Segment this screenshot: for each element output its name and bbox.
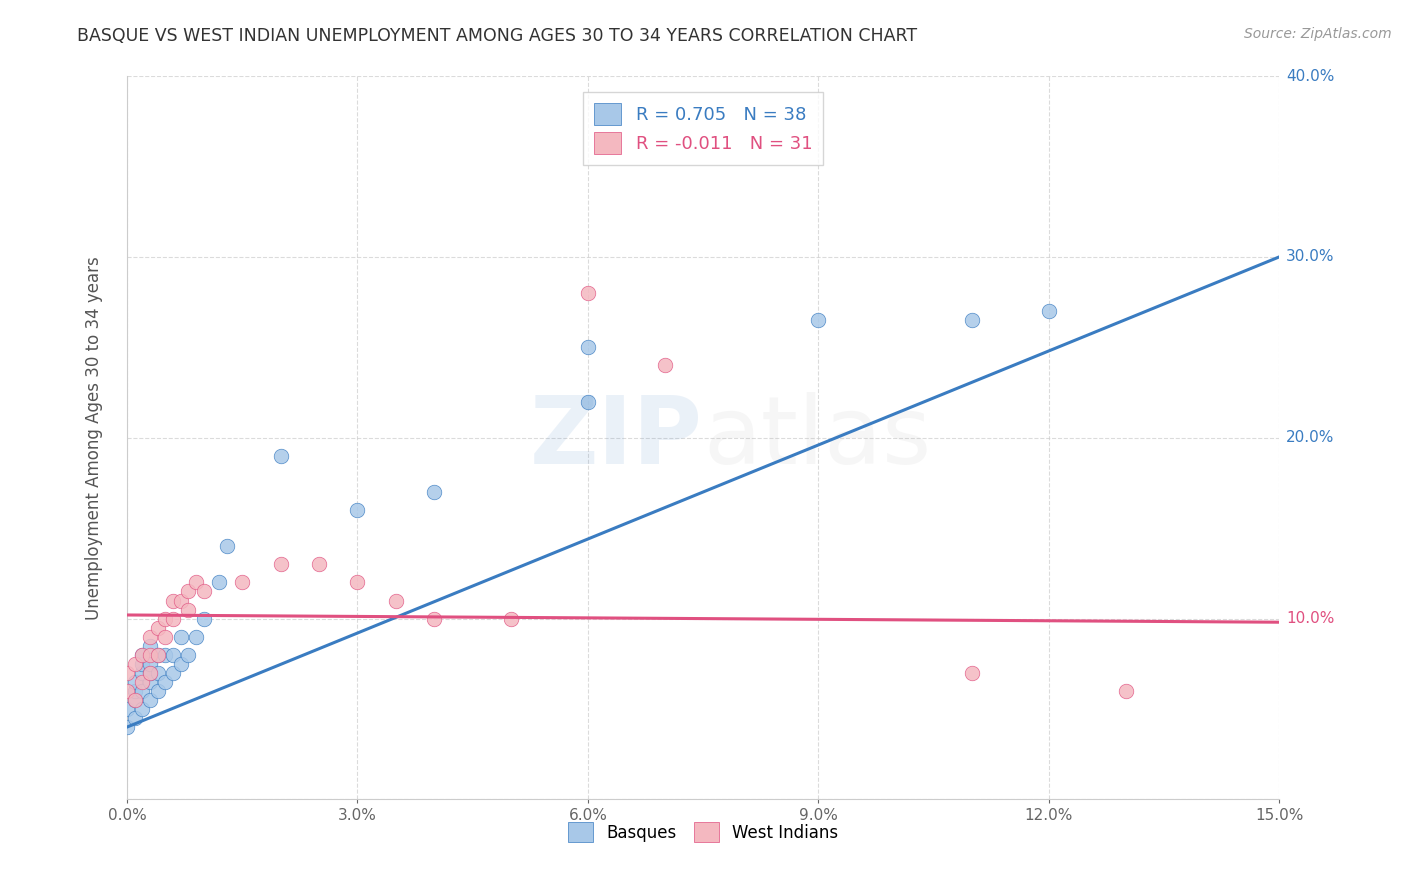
Point xyxy=(115,702,138,716)
Point xyxy=(385,593,408,607)
Point xyxy=(139,674,162,689)
Point xyxy=(170,630,193,644)
Text: 40.0%: 40.0% xyxy=(1286,69,1334,84)
Point xyxy=(170,657,193,671)
Point xyxy=(177,648,200,662)
Point xyxy=(155,648,177,662)
Point xyxy=(146,648,169,662)
Point xyxy=(139,665,162,680)
Point xyxy=(346,575,368,590)
Point xyxy=(131,674,153,689)
Text: BASQUE VS WEST INDIAN UNEMPLOYMENT AMONG AGES 30 TO 34 YEARS CORRELATION CHART: BASQUE VS WEST INDIAN UNEMPLOYMENT AMONG… xyxy=(77,27,918,45)
Point xyxy=(124,711,146,725)
Legend: R = 0.705   N = 38, R = -0.011   N = 31: R = 0.705 N = 38, R = -0.011 N = 31 xyxy=(583,92,823,165)
Point xyxy=(807,313,830,327)
Point xyxy=(124,693,146,707)
Point xyxy=(131,665,153,680)
Point xyxy=(270,449,292,463)
Point xyxy=(131,657,153,671)
Point xyxy=(499,611,522,625)
Point xyxy=(162,665,184,680)
Point xyxy=(576,340,599,354)
Y-axis label: Unemployment Among Ages 30 to 34 years: Unemployment Among Ages 30 to 34 years xyxy=(86,256,103,620)
Point xyxy=(139,693,162,707)
Point xyxy=(146,684,169,698)
Point xyxy=(139,639,162,653)
Point xyxy=(131,684,153,698)
Text: 20.0%: 20.0% xyxy=(1286,430,1334,445)
Point xyxy=(139,657,162,671)
Text: Source: ZipAtlas.com: Source: ZipAtlas.com xyxy=(1244,27,1392,41)
Point xyxy=(308,558,330,572)
Point xyxy=(423,611,446,625)
Point xyxy=(576,286,599,301)
Point xyxy=(162,648,184,662)
Point xyxy=(124,693,146,707)
Point xyxy=(139,648,162,662)
Point xyxy=(193,611,215,625)
Point xyxy=(1115,684,1137,698)
Point xyxy=(215,539,238,553)
Point xyxy=(170,593,193,607)
Point xyxy=(139,630,162,644)
Point xyxy=(124,657,146,671)
Point xyxy=(576,394,599,409)
Point xyxy=(146,665,169,680)
Text: 10.0%: 10.0% xyxy=(1286,611,1334,626)
Point xyxy=(162,611,184,625)
Point xyxy=(131,648,153,662)
Point xyxy=(115,665,138,680)
Point xyxy=(1038,304,1060,318)
Point xyxy=(184,630,207,644)
Point xyxy=(184,575,207,590)
Text: atlas: atlas xyxy=(703,392,931,483)
Point xyxy=(155,674,177,689)
Point xyxy=(177,602,200,616)
Point xyxy=(346,503,368,517)
Point xyxy=(146,621,169,635)
Text: ZIP: ZIP xyxy=(530,392,703,483)
Point xyxy=(139,665,162,680)
Point xyxy=(654,359,676,373)
Point xyxy=(423,485,446,500)
Text: 30.0%: 30.0% xyxy=(1286,250,1334,264)
Point xyxy=(124,684,146,698)
Point xyxy=(208,575,231,590)
Point xyxy=(231,575,253,590)
Point xyxy=(131,648,153,662)
Point xyxy=(131,702,153,716)
Point xyxy=(177,584,200,599)
Point xyxy=(146,648,169,662)
Point xyxy=(162,593,184,607)
Point xyxy=(115,684,138,698)
Point xyxy=(115,720,138,734)
Point xyxy=(960,313,983,327)
Point xyxy=(960,665,983,680)
Point xyxy=(270,558,292,572)
Point xyxy=(155,611,177,625)
Point xyxy=(124,674,146,689)
Point xyxy=(155,630,177,644)
Point xyxy=(193,584,215,599)
